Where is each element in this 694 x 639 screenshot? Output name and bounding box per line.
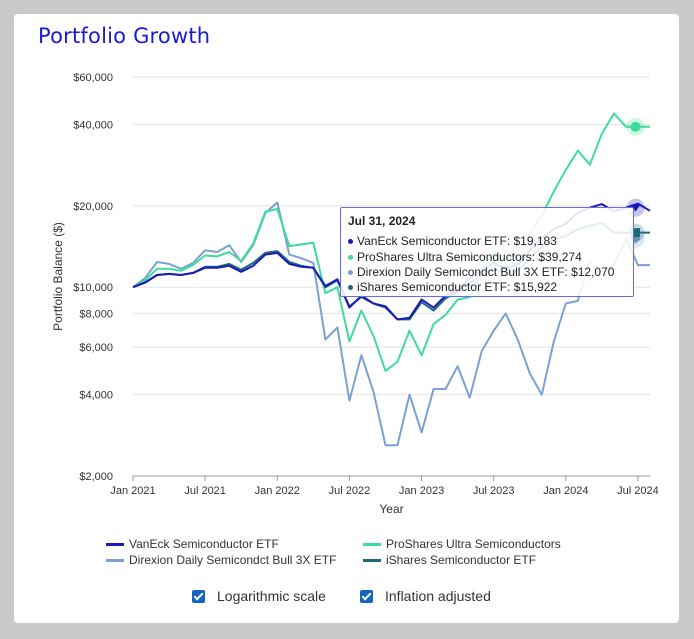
legend-item-ishares[interactable]: iShares Semiconductor ETF xyxy=(363,553,536,567)
legend-item-proshares[interactable]: ProShares Ultra Semiconductors xyxy=(363,537,561,551)
x-axis-label: Year xyxy=(379,502,403,516)
y-tick-label: $60,000 xyxy=(73,72,113,84)
page-title: Portfolio Growth xyxy=(38,24,211,48)
series-line-1 xyxy=(132,112,650,372)
tooltip-dot xyxy=(348,284,353,290)
tooltip-row: ProShares Ultra Semiconductors: $39,274 xyxy=(348,250,582,264)
tooltip-text: ProShares Ultra Semiconductors: $39,274 xyxy=(357,250,582,264)
series-line-2 xyxy=(132,201,650,447)
legend-item-direxion[interactable]: Direxion Daily Semicondct Bull 3X ETF xyxy=(106,553,336,567)
tooltip-text: VanEck Semiconductor ETF: $19,183 xyxy=(357,234,557,248)
tooltip-row: VanEck Semiconductor ETF: $19,183 xyxy=(348,234,557,248)
y-tick-label: $40,000 xyxy=(73,120,113,132)
legend-swatch xyxy=(106,558,124,562)
legend-swatch xyxy=(363,558,381,562)
tooltip-dot xyxy=(348,254,353,260)
y-tick-label: $6,000 xyxy=(79,342,113,354)
y-tick-label: $8,000 xyxy=(79,308,113,320)
hover-marker xyxy=(630,121,641,132)
y-tick-label: $20,000 xyxy=(73,201,113,213)
tooltip-text: Direxion Daily Semicondct Bull 3X ETF: $… xyxy=(357,265,615,279)
x-tick-label: Jul 2021 xyxy=(184,485,226,497)
x-tick-label: Jan 2021 xyxy=(110,485,155,497)
inflation-label: Inflation adjusted xyxy=(385,588,491,604)
x-tick-label: Jul 2022 xyxy=(329,485,371,497)
x-tick-label: Jan 2022 xyxy=(255,485,300,497)
log-scale-label: Logarithmic scale xyxy=(217,588,326,604)
y-tick-label: $2,000 xyxy=(79,471,113,483)
chart-tooltip: Jul 31, 2024 VanEck Semiconductor ETF: $… xyxy=(340,207,634,297)
tooltip-dot xyxy=(348,238,353,244)
tooltip-text: iShares Semiconductor ETF: $15,922 xyxy=(357,280,558,294)
log-scale-checkbox[interactable] xyxy=(192,589,205,603)
x-tick-label: Jul 2023 xyxy=(473,485,515,497)
inflation-option[interactable]: Inflation adjusted xyxy=(360,588,491,604)
x-tick-label: Jul 2024 xyxy=(617,485,659,497)
legend-label: Direxion Daily Semicondct Bull 3X ETF xyxy=(129,553,337,567)
chart-card xyxy=(14,14,679,623)
inflation-checkbox[interactable] xyxy=(360,589,373,603)
legend-label: ProShares Ultra Semiconductors xyxy=(386,537,561,551)
legend-swatch xyxy=(363,542,381,546)
y-tick-label: $10,000 xyxy=(73,282,113,294)
x-tick-label: Jan 2023 xyxy=(399,485,444,497)
y-tick-label: $4,000 xyxy=(79,390,113,402)
log-scale-option[interactable]: Logarithmic scale xyxy=(192,588,326,604)
tooltip-date: Jul 31, 2024 xyxy=(348,214,416,228)
tooltip-row: Direxion Daily Semicondct Bull 3X ETF: $… xyxy=(348,265,614,279)
y-axis-label: Portfolio Balance ($) xyxy=(51,222,65,331)
tooltip-row: iShares Semiconductor ETF: $15,922 xyxy=(348,280,557,294)
x-tick-label: Jan 2024 xyxy=(543,485,588,497)
legend-label: iShares Semiconductor ETF xyxy=(386,553,537,567)
legend-label: VanEck Semiconductor ETF xyxy=(129,537,279,551)
hover-marker xyxy=(630,204,641,212)
legend-swatch xyxy=(106,542,124,546)
legend-item-vaneck[interactable]: VanEck Semiconductor ETF xyxy=(106,537,279,551)
tooltip-dot xyxy=(348,269,353,275)
hover-marker xyxy=(631,228,641,238)
